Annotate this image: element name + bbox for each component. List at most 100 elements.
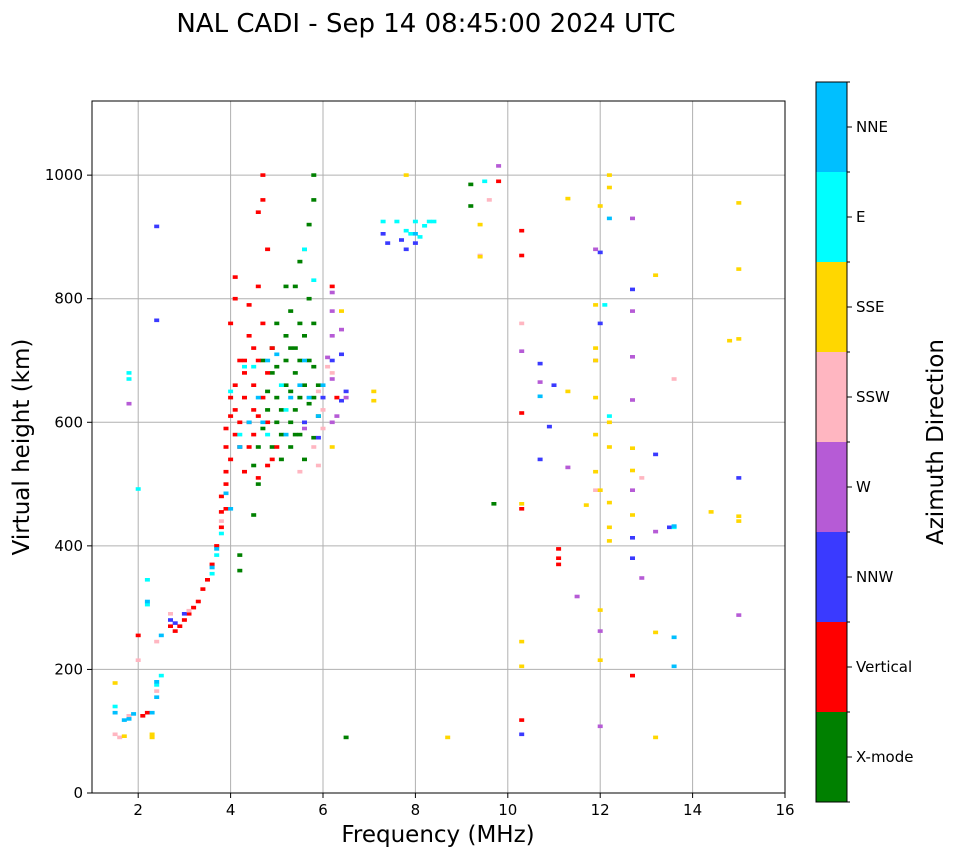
data-point xyxy=(556,556,562,560)
data-point xyxy=(597,724,603,729)
data-point xyxy=(606,216,612,221)
data-point xyxy=(168,612,173,616)
series-nnw xyxy=(154,224,742,737)
data-point xyxy=(223,491,229,496)
series-x-mode xyxy=(237,173,497,740)
series-ssw xyxy=(112,198,677,740)
data-point xyxy=(297,395,303,400)
data-point xyxy=(574,594,580,599)
data-point xyxy=(606,173,612,177)
data-point xyxy=(311,395,317,400)
data-point xyxy=(283,358,289,363)
data-point xyxy=(736,514,742,518)
data-point xyxy=(232,383,238,387)
data-point xyxy=(537,380,543,384)
data-point xyxy=(274,352,280,357)
data-point xyxy=(251,513,257,517)
data-point xyxy=(260,173,266,177)
data-point xyxy=(292,408,298,412)
colorbar-tick-label: E xyxy=(856,208,865,226)
data-point xyxy=(126,377,132,381)
data-point xyxy=(329,371,335,375)
data-point xyxy=(597,629,603,633)
data-point xyxy=(708,510,714,514)
data-point xyxy=(228,389,234,394)
data-point xyxy=(302,383,307,387)
data-point xyxy=(117,735,123,740)
data-point xyxy=(315,435,321,440)
data-point xyxy=(339,309,344,313)
data-point xyxy=(653,452,659,457)
data-point xyxy=(181,612,187,616)
data-point xyxy=(606,185,612,190)
data-point xyxy=(232,275,238,279)
data-point xyxy=(260,395,266,400)
data-point xyxy=(630,488,635,492)
data-point xyxy=(265,358,271,363)
data-point xyxy=(736,337,742,341)
data-point xyxy=(468,182,474,187)
data-point xyxy=(214,553,220,557)
data-point xyxy=(408,232,414,236)
data-point xyxy=(426,219,432,224)
data-point xyxy=(329,420,335,425)
x-axis-label: Frequency (MHz) xyxy=(341,822,534,848)
data-point xyxy=(251,383,257,387)
data-point xyxy=(228,321,234,326)
data-point xyxy=(556,562,562,567)
data-point xyxy=(140,714,146,718)
colorbar-swatch xyxy=(816,262,847,352)
data-point xyxy=(255,482,261,486)
data-point xyxy=(265,432,271,437)
colorbar-swatch xyxy=(816,712,847,802)
data-point xyxy=(126,717,132,721)
data-point xyxy=(112,704,118,709)
data-point xyxy=(302,420,307,425)
data-point xyxy=(121,734,127,738)
data-point xyxy=(320,408,326,412)
x-tick-label: 16 xyxy=(775,801,794,819)
data-point xyxy=(422,224,428,228)
data-point xyxy=(302,426,307,431)
data-point xyxy=(260,321,266,326)
data-point xyxy=(135,658,141,662)
data-point xyxy=(168,624,173,628)
data-point xyxy=(329,377,335,381)
data-point xyxy=(255,284,261,289)
data-point xyxy=(292,371,298,375)
data-point xyxy=(593,247,599,252)
y-tick-label: 1000 xyxy=(45,166,83,184)
data-point xyxy=(251,408,257,412)
series-nne xyxy=(112,216,677,722)
data-point xyxy=(154,680,160,684)
data-point xyxy=(181,618,187,622)
data-point xyxy=(593,303,599,307)
data-point xyxy=(265,247,271,252)
data-point xyxy=(385,241,391,245)
data-point xyxy=(736,201,742,205)
y-axis: 0 200 400 600 800 1000 xyxy=(45,166,92,802)
data-point xyxy=(195,599,201,604)
data-point xyxy=(278,408,284,412)
data-point xyxy=(297,383,303,387)
data-point xyxy=(671,664,677,669)
colorbar-tick-label: Vertical xyxy=(856,658,912,676)
data-point xyxy=(315,414,321,418)
data-point xyxy=(602,303,608,307)
data-point xyxy=(186,612,192,616)
data-point xyxy=(283,334,289,338)
data-point xyxy=(519,253,525,258)
data-point xyxy=(283,432,289,437)
data-point xyxy=(237,358,243,363)
data-point xyxy=(320,426,326,431)
x-tick-label: 14 xyxy=(683,801,702,819)
data-point xyxy=(232,408,238,412)
colorbar-swatch xyxy=(816,172,847,262)
data-point xyxy=(297,321,303,326)
colorbar-tick-label: X-mode xyxy=(856,748,913,766)
data-point xyxy=(283,408,289,412)
data-point xyxy=(135,487,141,491)
data-point xyxy=(154,318,160,323)
data-point xyxy=(269,371,275,375)
data-point xyxy=(112,710,118,715)
